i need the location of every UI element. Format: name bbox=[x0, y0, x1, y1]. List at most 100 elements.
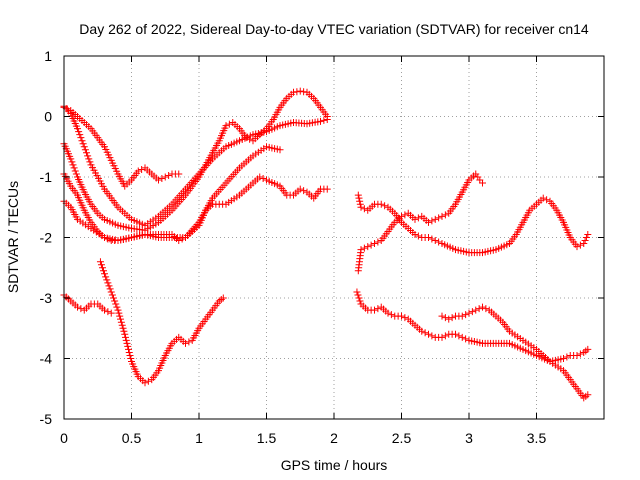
data-point bbox=[421, 329, 429, 337]
data-point bbox=[86, 158, 94, 166]
data-point bbox=[428, 332, 436, 340]
data-point bbox=[468, 308, 476, 316]
data-point bbox=[293, 88, 301, 96]
y-axis-label: SDTVAR / TECUs bbox=[5, 181, 21, 293]
data-point bbox=[259, 175, 267, 183]
data-point bbox=[222, 122, 230, 130]
data-point bbox=[290, 88, 297, 96]
data-point bbox=[127, 355, 135, 362]
data-point bbox=[111, 297, 119, 305]
data-point bbox=[367, 241, 375, 249]
data-point bbox=[356, 197, 364, 205]
series-track-9 bbox=[354, 170, 486, 275]
data-point bbox=[104, 279, 112, 287]
data-point bbox=[573, 351, 581, 359]
data-point bbox=[539, 194, 547, 202]
series-track-1 bbox=[60, 103, 183, 190]
data-point bbox=[155, 176, 162, 184]
data-point bbox=[374, 238, 382, 246]
data-point bbox=[584, 391, 592, 399]
data-point bbox=[425, 330, 432, 338]
data-point bbox=[70, 164, 78, 172]
data-point bbox=[435, 214, 443, 222]
data-point bbox=[354, 191, 362, 199]
data-point bbox=[582, 234, 590, 241]
data-point bbox=[102, 273, 110, 281]
data-point bbox=[112, 300, 120, 308]
data-point bbox=[425, 218, 432, 226]
data-point bbox=[242, 134, 250, 142]
data-point bbox=[276, 146, 284, 154]
data-point bbox=[560, 355, 567, 362]
y-tick-label: -3 bbox=[40, 290, 53, 306]
data-point bbox=[438, 312, 446, 320]
data-point bbox=[165, 171, 173, 179]
data-point bbox=[384, 309, 392, 317]
series-track-6 bbox=[60, 291, 115, 317]
data-point bbox=[101, 306, 108, 314]
data-point bbox=[581, 237, 589, 245]
data-point bbox=[445, 315, 453, 323]
data-point bbox=[411, 230, 419, 238]
data-point bbox=[97, 261, 105, 269]
data-point bbox=[72, 170, 80, 178]
data-point bbox=[79, 140, 87, 148]
data-point bbox=[99, 267, 107, 275]
data-point bbox=[576, 350, 584, 358]
data-point bbox=[441, 211, 449, 219]
x-tick-label: 1.5 bbox=[257, 430, 277, 446]
data-point bbox=[85, 155, 93, 163]
data-point bbox=[125, 345, 132, 353]
data-point bbox=[580, 240, 588, 248]
series-track-10 bbox=[353, 288, 592, 366]
data-point bbox=[479, 303, 486, 311]
data-point bbox=[80, 143, 88, 151]
data-point bbox=[398, 312, 405, 320]
data-point bbox=[356, 297, 364, 305]
series-track-11 bbox=[438, 303, 592, 402]
data-point bbox=[107, 309, 115, 317]
data-point bbox=[323, 185, 331, 193]
data-point bbox=[296, 185, 304, 193]
data-point bbox=[107, 288, 115, 296]
data-point bbox=[452, 330, 459, 338]
data-point bbox=[103, 276, 111, 284]
series-track-8 bbox=[354, 191, 592, 257]
data-point bbox=[356, 200, 364, 208]
data-point bbox=[360, 205, 368, 213]
x-tick-label: 2.5 bbox=[392, 430, 412, 446]
data-point bbox=[323, 113, 331, 120]
data-point bbox=[377, 200, 385, 208]
data-point bbox=[374, 305, 382, 313]
y-tick-label: -5 bbox=[40, 411, 53, 427]
data-point bbox=[414, 232, 422, 240]
data-point bbox=[479, 179, 486, 187]
data-point bbox=[77, 305, 85, 313]
data-point bbox=[300, 187, 308, 195]
data-point bbox=[74, 303, 81, 311]
data-point bbox=[438, 333, 446, 341]
data-point bbox=[425, 234, 432, 241]
grid bbox=[64, 56, 604, 419]
data-point bbox=[411, 215, 419, 223]
data-point bbox=[122, 336, 130, 344]
data-point bbox=[124, 342, 132, 350]
data-point bbox=[121, 330, 129, 338]
data-point bbox=[441, 332, 449, 340]
y-tick-label: -4 bbox=[40, 351, 53, 367]
data-point bbox=[448, 314, 456, 322]
data-point bbox=[76, 131, 84, 139]
data-point bbox=[219, 294, 227, 302]
data-point bbox=[119, 324, 127, 332]
data-point bbox=[120, 327, 128, 335]
data-point bbox=[225, 120, 233, 128]
data-point bbox=[431, 237, 439, 245]
data-point bbox=[96, 258, 104, 266]
data-point bbox=[387, 311, 395, 319]
data-point bbox=[353, 288, 361, 296]
x-tick-label: 3 bbox=[465, 430, 473, 446]
x-tick-label: 1 bbox=[195, 430, 203, 446]
axis-ticks: 0 0.5 1 1.5 2 2.5 3 3.5 1 0 -1 -2 -3 -4 -5 bbox=[40, 48, 604, 446]
data-point bbox=[414, 214, 422, 222]
